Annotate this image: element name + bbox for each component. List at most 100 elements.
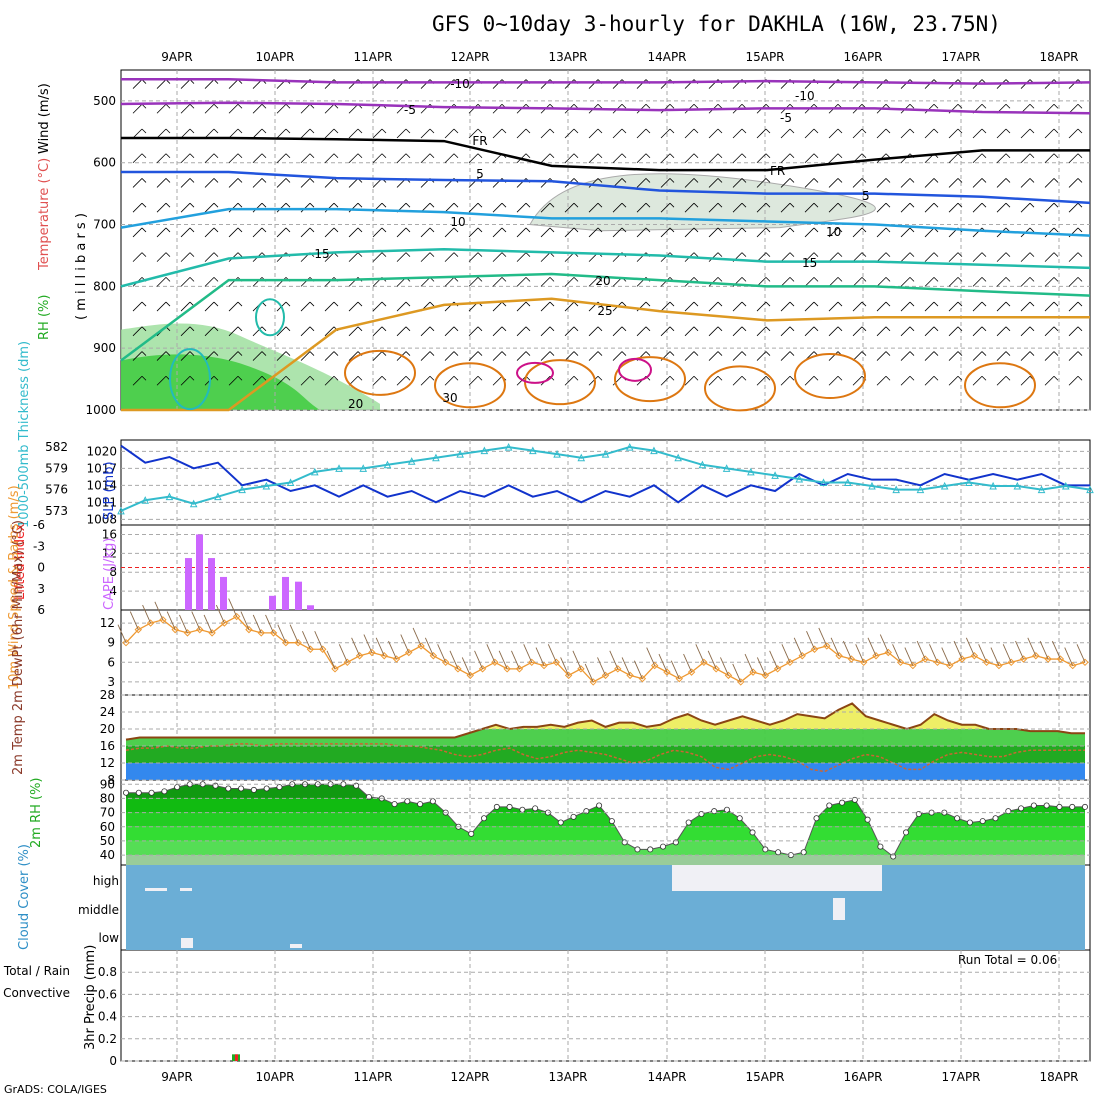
wind-barb-upper-flag [789,375,795,381]
wind-barb-upper-flag [717,227,723,233]
wind-barb-upper [276,326,287,337]
wind-barb-upper [1068,79,1079,89]
wind-barb-upper [876,79,887,89]
slp-tick-1008: 1008 [86,512,117,526]
wind-barb-upper [660,227,671,238]
wind-barb-upper-flag [981,301,987,307]
wind-barb-upper [876,351,887,361]
wind-barb-upper [420,79,431,89]
wind-barb-upper [300,301,311,312]
wind-barb-upper [180,326,191,337]
isotherm-30-blob [794,353,866,399]
wind-barb-upper [588,375,599,386]
isotherm-label-25: 25 [597,304,612,318]
wind-barb-upper-flag [669,178,675,183]
wind-barb-upper [900,178,911,188]
wind-barb-upper [372,301,383,312]
wind-barb-upper [372,326,383,337]
wind-barb-upper-flag [165,103,171,109]
wind-barb-upper-flag [429,153,435,159]
wind-barb-upper [948,128,959,139]
wind-barb-upper [804,252,815,262]
rh-marker [1069,803,1076,810]
wind-barb-upper-flag [501,227,507,233]
wind-barb-upper-flag [405,301,411,307]
wind-barb-upper-flag [981,178,987,183]
wind-barb-upper [324,351,335,361]
wind-barb-upper-flag [669,227,675,233]
wind-barb-upper-flag [765,202,771,208]
thickness-line-marker [117,506,125,515]
y-tick-700: 700 [93,218,116,232]
wind-barb-upper-flag [957,103,963,109]
wind-barb-upper-flag [765,326,771,332]
wind-barb-upper [612,202,623,213]
wind-barb-10m [326,650,336,670]
wind-barb-upper-flag [525,326,531,332]
wind-barb-10m [646,647,656,666]
footer-credit: GrADS: COLA/IGES [4,1083,107,1096]
wind-barb-upper-flag [477,375,483,381]
wind-barb-10m [203,614,213,634]
wind-barb-upper [1020,128,1031,139]
wind-barb-upper [780,227,791,238]
wind-barb-upper [564,202,575,213]
wind-barb-upper [612,79,623,89]
y-tick-1000: 1000 [85,403,116,417]
wind-barb-upper [780,326,791,337]
isotherm-10 [120,207,1091,237]
rh-tick-80: 80 [100,791,115,805]
wind-barb-upper [828,252,839,262]
wind-barb-upper-flag [189,202,195,208]
wind-barb-upper-flag [237,326,243,332]
wind-barb-upper-flag [333,375,339,381]
wind-barb-10m [474,650,483,670]
rh-marker [429,798,436,805]
wind-barb-upper [780,202,791,213]
wind-barb-upper-flag [213,351,219,356]
wind-barb-upper-flag [309,351,315,356]
wind-barb-upper-flag [621,227,627,233]
wind-barb-upper [372,351,383,361]
wind-barb-upper-flag [213,227,219,233]
wind-barb-upper-flag [909,227,915,233]
wind-barb-upper [708,277,719,287]
wind-barb-upper-flag [141,153,147,159]
wind-barb-upper-flag [525,277,531,282]
wind-barb-upper [156,375,167,386]
wind-barb-upper-flag [933,277,939,282]
wind-barb-upper-flag [573,227,579,233]
isotherm-35-blob [618,357,652,382]
wind-barb-upper [468,326,479,337]
wind-barb-10m [670,660,680,679]
wind-barb-10m [449,650,459,670]
wind-barb-upper [492,326,503,337]
wind-barb-upper [132,252,143,262]
wind-barb-upper [348,153,359,164]
wind-barb-upper-flag [501,326,507,332]
wind-barb-upper [972,202,983,213]
wind-barb-upper-flag [285,202,291,208]
rh-marker [506,803,513,810]
isotherm-35-blob [516,361,554,384]
wind-barb-upper [468,351,479,361]
wind-barb-upper [684,375,695,386]
wind-barb-upper-flag [693,351,699,356]
rh-marker [1056,803,1063,810]
wind-barb-upper [1068,351,1079,361]
wind-barb-upper-flag [813,301,819,307]
wind-barb-upper-flag [237,153,243,159]
wind-barb-upper-flag [453,202,459,208]
wind-barb-upper-flag [1077,103,1083,109]
wind-barb-upper-flag [861,178,867,183]
wind-barb-upper-flag [1077,153,1083,159]
wind-barb-upper [828,178,839,188]
wind-barb-upper-flag [1077,277,1083,282]
thick-axis-label: 1000-500mb Thickness (dm) [17,341,32,528]
rh-marker [1043,802,1050,809]
wind-barb-10m [978,644,988,663]
wind-barb-upper [156,351,167,361]
wind-barb-upper-flag [1005,178,1011,183]
wind-barb-upper-flag [501,277,507,282]
wind-barb-upper-flag [597,202,603,208]
